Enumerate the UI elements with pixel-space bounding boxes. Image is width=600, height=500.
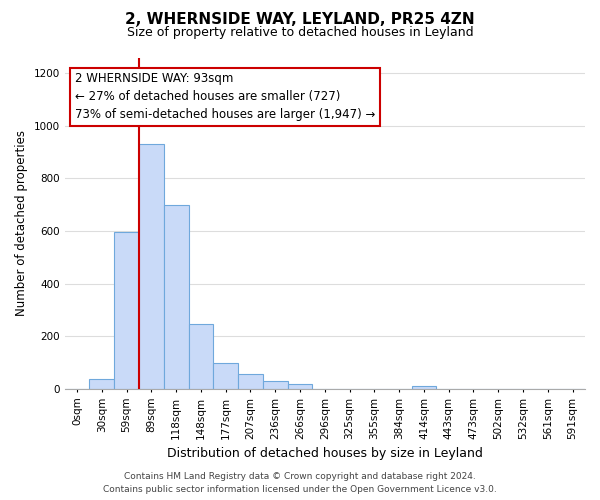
Bar <box>188 324 214 389</box>
Text: 2 WHERNSIDE WAY: 93sqm
← 27% of detached houses are smaller (727)
73% of semi-de: 2 WHERNSIDE WAY: 93sqm ← 27% of detached… <box>75 72 376 122</box>
Y-axis label: Number of detached properties: Number of detached properties <box>15 130 28 316</box>
Bar <box>263 381 287 389</box>
Bar <box>89 379 114 389</box>
Bar <box>164 205 188 389</box>
Bar <box>114 232 139 389</box>
Text: 2, WHERNSIDE WAY, LEYLAND, PR25 4ZN: 2, WHERNSIDE WAY, LEYLAND, PR25 4ZN <box>125 12 475 28</box>
X-axis label: Distribution of detached houses by size in Leyland: Distribution of detached houses by size … <box>167 447 483 460</box>
Text: Size of property relative to detached houses in Leyland: Size of property relative to detached ho… <box>127 26 473 39</box>
Bar <box>412 386 436 389</box>
Bar <box>287 384 313 389</box>
Bar <box>214 364 238 389</box>
Bar <box>238 374 263 389</box>
Bar <box>139 144 164 389</box>
Text: Contains HM Land Registry data © Crown copyright and database right 2024.
Contai: Contains HM Land Registry data © Crown c… <box>103 472 497 494</box>
